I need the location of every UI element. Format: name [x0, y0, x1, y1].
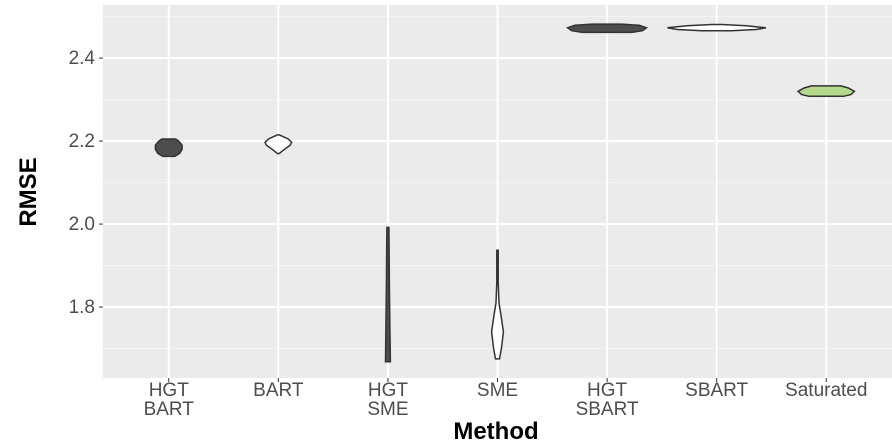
violin: [264, 134, 293, 155]
x-axis-title: Method: [453, 418, 539, 445]
violin: [384, 226, 392, 363]
y-tick-label: 1.8: [69, 297, 95, 318]
x-tick-label: SME: [476, 380, 519, 401]
y-tick-label: 2.0: [69, 214, 95, 235]
x-tick-label: Saturated: [785, 380, 868, 401]
x-tick-label: HGT BART: [143, 380, 194, 420]
violin: [796, 85, 856, 98]
y-tick-label: 2.2: [69, 131, 95, 152]
violin: [154, 138, 183, 158]
x-tick-label: BART: [253, 380, 304, 401]
x-tick-label: HGT SME: [367, 380, 409, 420]
x-tick-label: HGT SBART: [575, 380, 639, 420]
y-tick-label: 2.4: [69, 48, 96, 69]
violin: [490, 249, 505, 360]
violin: [565, 23, 649, 34]
x-tick-label: SBART: [685, 380, 749, 401]
violin: [667, 23, 767, 32]
y-axis-title: RMSE: [15, 157, 42, 227]
